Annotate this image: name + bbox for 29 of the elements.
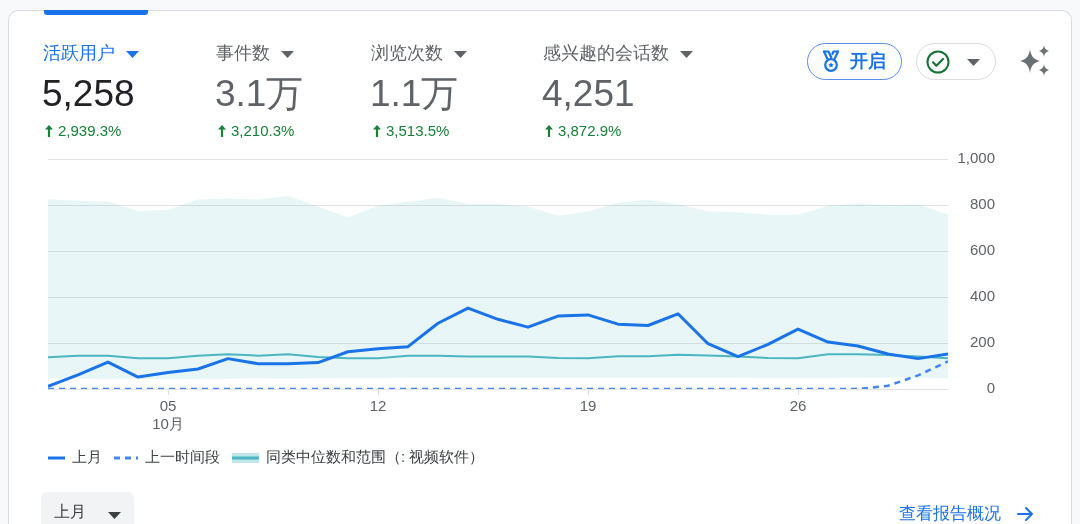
y-tick-label: 0	[986, 379, 995, 397]
legend-label: 上一时间段	[145, 448, 220, 466]
y-tick-label: 800	[969, 195, 995, 213]
text: 4,251	[542, 73, 635, 114]
x-tick-label: 26	[789, 397, 807, 415]
x-tick-label: 05 10月	[152, 397, 184, 433]
line-series	[48, 360, 948, 389]
y-tick-label: 600	[969, 241, 995, 259]
legend-label: 上月	[72, 448, 102, 466]
text: 查看报告概况	[899, 504, 1001, 523]
text: 2,939.3%	[58, 122, 122, 140]
text: 3,210.3%	[231, 122, 295, 140]
legend-label: 同类中位数和范围（: 视频软件）	[266, 448, 485, 466]
text: 事件数	[216, 43, 270, 64]
text: 1.1万	[370, 73, 459, 114]
x-tick-label: 19	[579, 397, 597, 415]
x-tick-label: 12	[369, 397, 387, 415]
y-tick-label: 400	[969, 287, 995, 305]
text: 3,513.5%	[386, 122, 450, 140]
text: 感兴趣的会话数	[543, 43, 669, 64]
text: 开启	[850, 51, 886, 71]
text: 3,872.9%	[558, 122, 622, 140]
text: 上月	[54, 503, 86, 521]
text: 5,258	[42, 73, 135, 114]
y-tick-label: 1,000	[957, 149, 995, 167]
y-tick-label: 200	[969, 333, 995, 351]
text: 活跃用户	[43, 43, 115, 64]
text: 3.1万	[215, 73, 304, 114]
text: 浏览次数	[371, 43, 443, 64]
